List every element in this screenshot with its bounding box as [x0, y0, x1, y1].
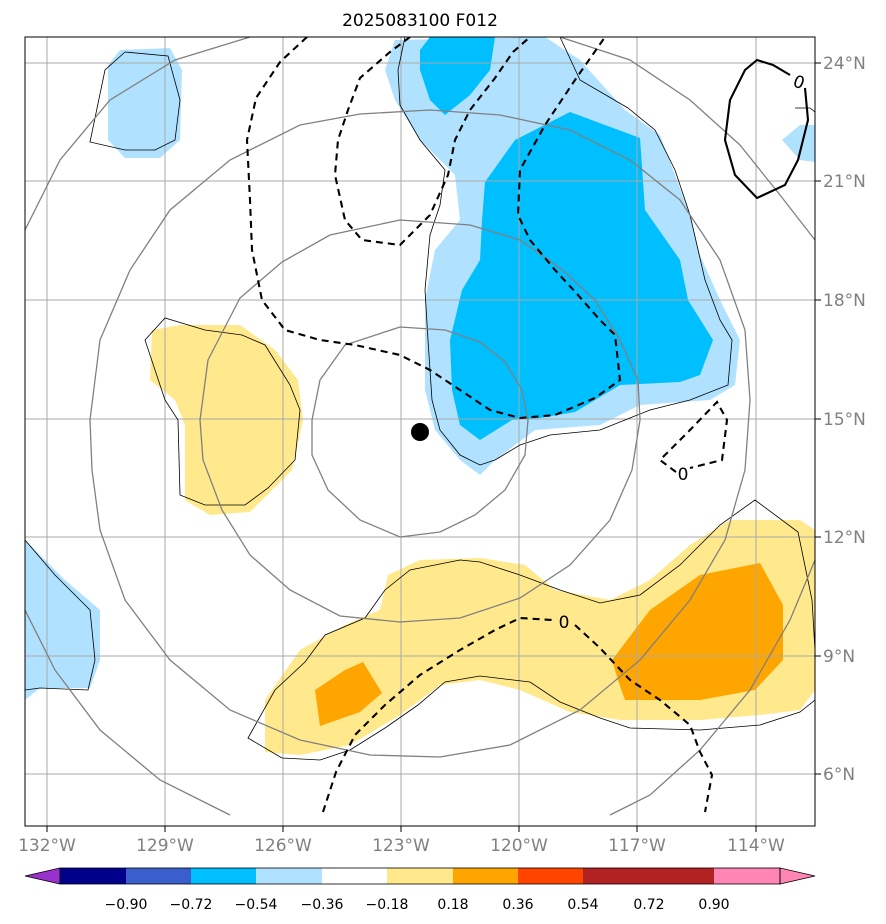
colorbar-bin [649, 868, 714, 884]
colorbar-tick-label: 0.72 [633, 897, 664, 913]
lon-label: 123°W [372, 836, 430, 856]
colorbar [24, 867, 816, 885]
blue-fill-regions [420, 37, 713, 440]
outline-yellow-south [247, 499, 815, 761]
colorbar-tick-label: 0.18 [437, 897, 468, 913]
colorbar-bin [126, 868, 191, 884]
lon-label: 132°W [18, 836, 76, 856]
storm-center-marker [411, 423, 429, 441]
lat-label: 21°N [823, 172, 866, 192]
colorbar-ticks: −0.90 −0.72 −0.54 −0.36 −0.18 0.18 0.36 … [105, 897, 730, 913]
outline-yellow-west [144, 317, 301, 506]
axis-ticks [46, 62, 821, 832]
colorbar-bin [453, 868, 518, 884]
fill-outlines [25, 37, 815, 761]
colorbar-tick-label: −0.54 [235, 897, 278, 913]
plot-border [24, 36, 816, 827]
colorbar-frame [59, 867, 781, 885]
lon-label: 114°W [727, 836, 785, 856]
colorbar-bin [191, 868, 256, 884]
colorbar-bin [518, 868, 583, 884]
outline-west [25, 539, 96, 691]
outline-main-blue [397, 37, 733, 466]
colorbar-bin [322, 868, 387, 884]
colorbar-tick-label: −0.18 [366, 897, 409, 913]
lat-label: 9°N [823, 647, 855, 667]
plot-area: 0 0 0 [25, 37, 815, 826]
orange-region-east [612, 563, 783, 700]
light-blue-region-northeast [782, 125, 815, 162]
colorbar-tick-label: 0.36 [502, 897, 533, 913]
longitude-labels: 132°W 129°W 126°W 123°W 120°W 117°W 114°… [18, 836, 785, 856]
colorbar-bin [714, 868, 780, 884]
orange-fill-regions [315, 563, 783, 726]
colorbar-tick-label: 0.54 [567, 897, 598, 913]
solid-contour-northeast [723, 58, 810, 200]
colorbar-tick-label: −0.72 [170, 897, 213, 913]
colorbar-tick-label: −0.36 [301, 897, 344, 913]
contour-label-east: 0 [678, 465, 689, 485]
lon-label: 129°W [136, 836, 194, 856]
latitude-labels: 24°N 21°N 18°N 15°N 12°N 9°N 6°N [823, 54, 866, 785]
ring-outer [25, 37, 815, 816]
lat-label: 12°N [823, 528, 866, 548]
solid-contours [723, 58, 810, 200]
dashed-contour-east [658, 400, 729, 473]
lat-label: 24°N [823, 54, 866, 74]
blue-region-main [450, 112, 713, 440]
dashed-contours [245, 37, 729, 813]
figure-title: 2025083100 F012 [342, 11, 498, 31]
lat-label: 15°N [823, 410, 866, 430]
lat-label: 18°N [823, 291, 866, 311]
orange-region-southwest [315, 662, 382, 726]
colorbar-tick-label: −0.90 [105, 897, 148, 913]
ring-inner [311, 326, 529, 538]
colorbar-bin [387, 868, 453, 884]
outline-northeast [795, 107, 815, 113]
yellow-region-west [150, 325, 303, 515]
colorbar-bin [583, 868, 649, 884]
ring-3 [89, 109, 751, 758]
lon-label: 120°W [490, 836, 548, 856]
lon-label: 126°W [254, 836, 312, 856]
blue-region-north [420, 37, 495, 115]
colorbar-bin [256, 868, 322, 884]
colorbar-extend-left [24, 867, 61, 885]
colorbar-extend-right [779, 867, 816, 885]
lat-label: 6°N [823, 765, 855, 785]
outline-northwest [89, 51, 181, 151]
ring-2 [199, 219, 641, 623]
range-rings [25, 37, 815, 816]
dashed-contour-inner [333, 37, 531, 247]
gridlines [25, 37, 815, 826]
colorbar-tick-label: 0.90 [698, 897, 729, 913]
dashed-contour-west-loop [245, 37, 622, 420]
contour-label-south: 0 [559, 613, 570, 633]
light-blue-region-northwest [108, 48, 182, 158]
lon-label: 117°W [608, 836, 666, 856]
dashed-contour-south [322, 616, 714, 813]
colorbar-bin [60, 868, 126, 884]
light-blue-region-west [25, 540, 100, 700]
